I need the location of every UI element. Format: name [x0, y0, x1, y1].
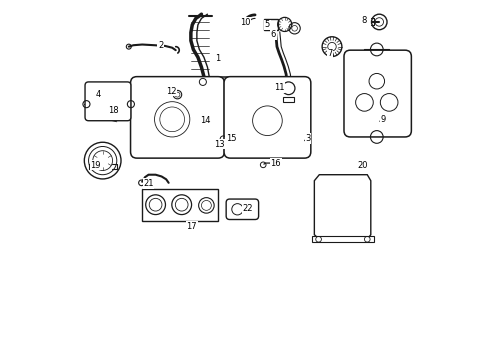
Text: 4: 4 — [96, 90, 101, 99]
Bar — [283, 97, 293, 102]
Text: 18: 18 — [108, 105, 118, 114]
FancyBboxPatch shape — [224, 77, 310, 158]
Text: 20: 20 — [357, 161, 367, 170]
Text: 7: 7 — [326, 49, 332, 58]
Text: 5: 5 — [264, 20, 269, 29]
Text: 9: 9 — [379, 115, 385, 124]
FancyBboxPatch shape — [85, 82, 131, 121]
FancyBboxPatch shape — [343, 50, 410, 137]
FancyBboxPatch shape — [225, 199, 258, 220]
Text: 1: 1 — [215, 54, 220, 63]
Text: 3: 3 — [305, 134, 310, 143]
Polygon shape — [314, 175, 370, 239]
Text: 11: 11 — [273, 83, 284, 92]
FancyBboxPatch shape — [130, 77, 224, 158]
Text: 12: 12 — [165, 87, 176, 96]
Text: 6: 6 — [270, 30, 276, 39]
Text: 10: 10 — [240, 18, 250, 27]
Text: 21: 21 — [143, 179, 153, 188]
Text: 17: 17 — [186, 222, 197, 231]
Text: 14: 14 — [199, 116, 210, 125]
Text: 16: 16 — [270, 158, 280, 167]
Bar — [142, 189, 218, 221]
Text: 19: 19 — [90, 161, 101, 170]
Text: 8: 8 — [361, 16, 366, 25]
Text: 13: 13 — [214, 140, 224, 149]
Text: 22: 22 — [242, 204, 253, 213]
Text: 15: 15 — [225, 134, 236, 143]
Text: 2: 2 — [158, 41, 163, 50]
Bar — [311, 237, 374, 242]
Bar — [264, 19, 277, 30]
